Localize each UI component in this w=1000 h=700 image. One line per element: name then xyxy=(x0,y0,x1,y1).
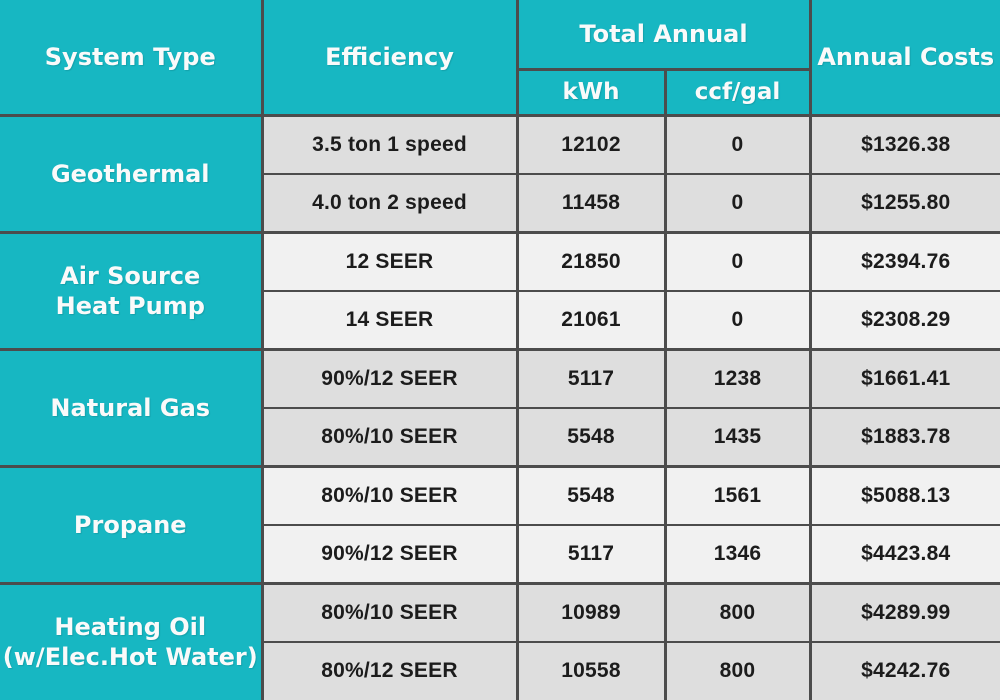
ccf-gal-cell: 0 xyxy=(663,172,812,234)
ccf-gal-cell: 800 xyxy=(663,581,812,643)
table-row: 90%/12 SEER 5117 1346 $4423.84 xyxy=(0,523,1000,585)
col-subheader-kwh: kWh xyxy=(515,67,667,117)
system-type-cell: Propane xyxy=(0,464,264,584)
system-type-cell: Air Source Heat Pump xyxy=(0,230,264,350)
annual-cost-cell: $1661.41 xyxy=(808,347,1000,409)
annual-cost-cell: $2394.76 xyxy=(808,230,1000,292)
system-type-cell: Natural Gas xyxy=(0,347,264,467)
system-type-cell: Geothermal xyxy=(0,113,264,233)
kwh-cell: 10558 xyxy=(515,640,667,700)
efficiency-cell: 80%/10 SEER xyxy=(260,464,519,526)
ccf-gal-cell: 800 xyxy=(663,640,812,700)
annual-cost-cell: $4423.84 xyxy=(808,523,1000,585)
kwh-cell: 5548 xyxy=(515,464,667,526)
ccf-gal-cell: 1346 xyxy=(663,523,812,585)
efficiency-cell: 80%/10 SEER xyxy=(260,581,519,643)
table-row: 80%/10 SEER 5548 1435 $1883.78 xyxy=(0,406,1000,468)
ccf-gal-cell: 0 xyxy=(663,113,812,175)
kwh-cell: 11458 xyxy=(515,172,667,234)
kwh-cell: 5548 xyxy=(515,406,667,468)
col-header-efficiency: Efficiency xyxy=(260,0,519,117)
table-row: Heating Oil (w/Elec.Hot Water) 80%/10 SEE… xyxy=(0,581,1000,700)
efficiency-cell: 4.0 ton 2 speed xyxy=(260,172,519,234)
efficiency-cell: 80%/10 SEER xyxy=(260,406,519,468)
efficiency-cell: 3.5 ton 1 speed xyxy=(260,113,519,175)
col-subheader-ccf-gal: ccf/gal xyxy=(663,67,812,117)
annual-cost-cell: $5088.13 xyxy=(808,464,1000,526)
table-row: Air Source Heat Pump 12 SEER 21850 0 $2394.7… xyxy=(0,230,1000,350)
kwh-cell: 5117 xyxy=(515,347,667,409)
col-header-total-annual: Total Annual xyxy=(515,0,812,71)
table-row: 80%/12 SEER 10558 800 $4242.76 xyxy=(0,640,1000,700)
table-row: 14 SEER 21061 0 $2308.29 xyxy=(0,289,1000,351)
system-type-cell: Heating Oil (w/Elec.Hot Water) xyxy=(0,581,264,700)
kwh-cell: 5117 xyxy=(515,523,667,585)
kwh-cell: 21061 xyxy=(515,289,667,351)
ccf-gal-cell: 1435 xyxy=(663,406,812,468)
efficiency-cell: 90%/12 SEER xyxy=(260,347,519,409)
annual-cost-cell: $4242.76 xyxy=(808,640,1000,700)
kwh-cell: 21850 xyxy=(515,230,667,292)
table-row: 4.0 ton 2 speed 11458 0 $1255.80 xyxy=(0,172,1000,234)
ccf-gal-cell: 1238 xyxy=(663,347,812,409)
ccf-gal-cell: 0 xyxy=(663,230,812,292)
ccf-gal-cell: 1561 xyxy=(663,464,812,526)
table-header: System Type Efficiency Total Annual Annu… xyxy=(0,0,1000,117)
efficiency-cell: 14 SEER xyxy=(260,289,519,351)
annual-cost-cell: $1255.80 xyxy=(808,172,1000,234)
annual-cost-cell: $1326.38 xyxy=(808,113,1000,175)
ccf-gal-cell: 0 xyxy=(663,289,812,351)
kwh-cell: 12102 xyxy=(515,113,667,175)
table-body: Geothermal 3.5 ton 1 speed 12102 0 $1326.38 4… xyxy=(0,113,1000,700)
annual-cost-cell: $4289.99 xyxy=(808,581,1000,643)
annual-cost-cell: $2308.29 xyxy=(808,289,1000,351)
col-header-system-type: System Type xyxy=(0,0,264,117)
table-row: Natural Gas 90%/12 SEER 5117 1238 $1661.41 xyxy=(0,347,1000,467)
col-header-annual-costs: Annual Costs xyxy=(808,0,1000,117)
efficiency-cell: 80%/12 SEER xyxy=(260,640,519,700)
annual-cost-cell: $1883.78 xyxy=(808,406,1000,468)
efficiency-cell: 12 SEER xyxy=(260,230,519,292)
table-row: Geothermal 3.5 ton 1 speed 12102 0 $1326.38 xyxy=(0,113,1000,233)
efficiency-cell: 90%/12 SEER xyxy=(260,523,519,585)
kwh-cell: 10989 xyxy=(515,581,667,643)
table-row: Propane 80%/10 SEER 5548 1561 $5088.13 xyxy=(0,464,1000,584)
